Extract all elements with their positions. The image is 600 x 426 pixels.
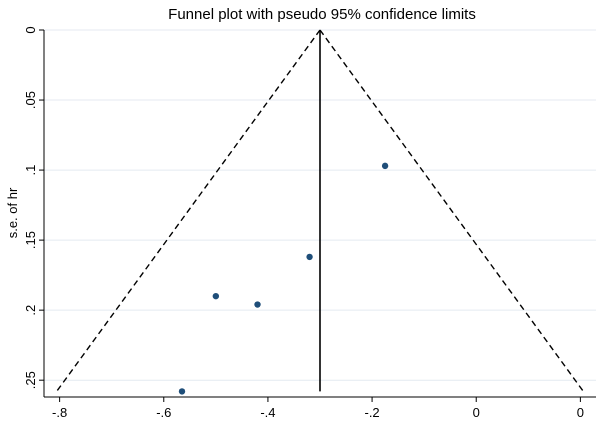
x-tick-label: -.4 (260, 405, 275, 420)
axes: 0 .05 .1 .15 .2 .25 -.8 -.6 -.4 -.2 0 0 (23, 26, 596, 420)
y-tick-label: .15 (23, 231, 38, 249)
upper-confidence-limit (319, 29, 584, 392)
y-tick-label: .1 (23, 165, 38, 176)
funnel-lines (56, 29, 584, 392)
y-tick-label: .25 (23, 371, 38, 389)
lower-confidence-limit (56, 29, 321, 392)
x-tick-label: -.6 (156, 405, 171, 420)
x-tick-label: 0 (473, 405, 480, 420)
data-point (381, 162, 389, 170)
data-point (306, 253, 313, 261)
data-point (254, 301, 261, 308)
x-tick-label: -.8 (52, 405, 67, 420)
data-point (212, 292, 220, 300)
y-axis-title: s.e. of hr (5, 187, 20, 238)
x-tick-label: 0 (577, 405, 584, 420)
y-tick-label: .05 (23, 91, 38, 109)
x-tick-label: -.2 (364, 405, 379, 420)
data-points (178, 162, 389, 395)
chart-title: Funnel plot with pseudo 95% confidence l… (168, 6, 476, 23)
data-point (178, 388, 186, 395)
y-tick-label: 0 (23, 26, 38, 33)
y-tick-label: .2 (23, 305, 38, 316)
